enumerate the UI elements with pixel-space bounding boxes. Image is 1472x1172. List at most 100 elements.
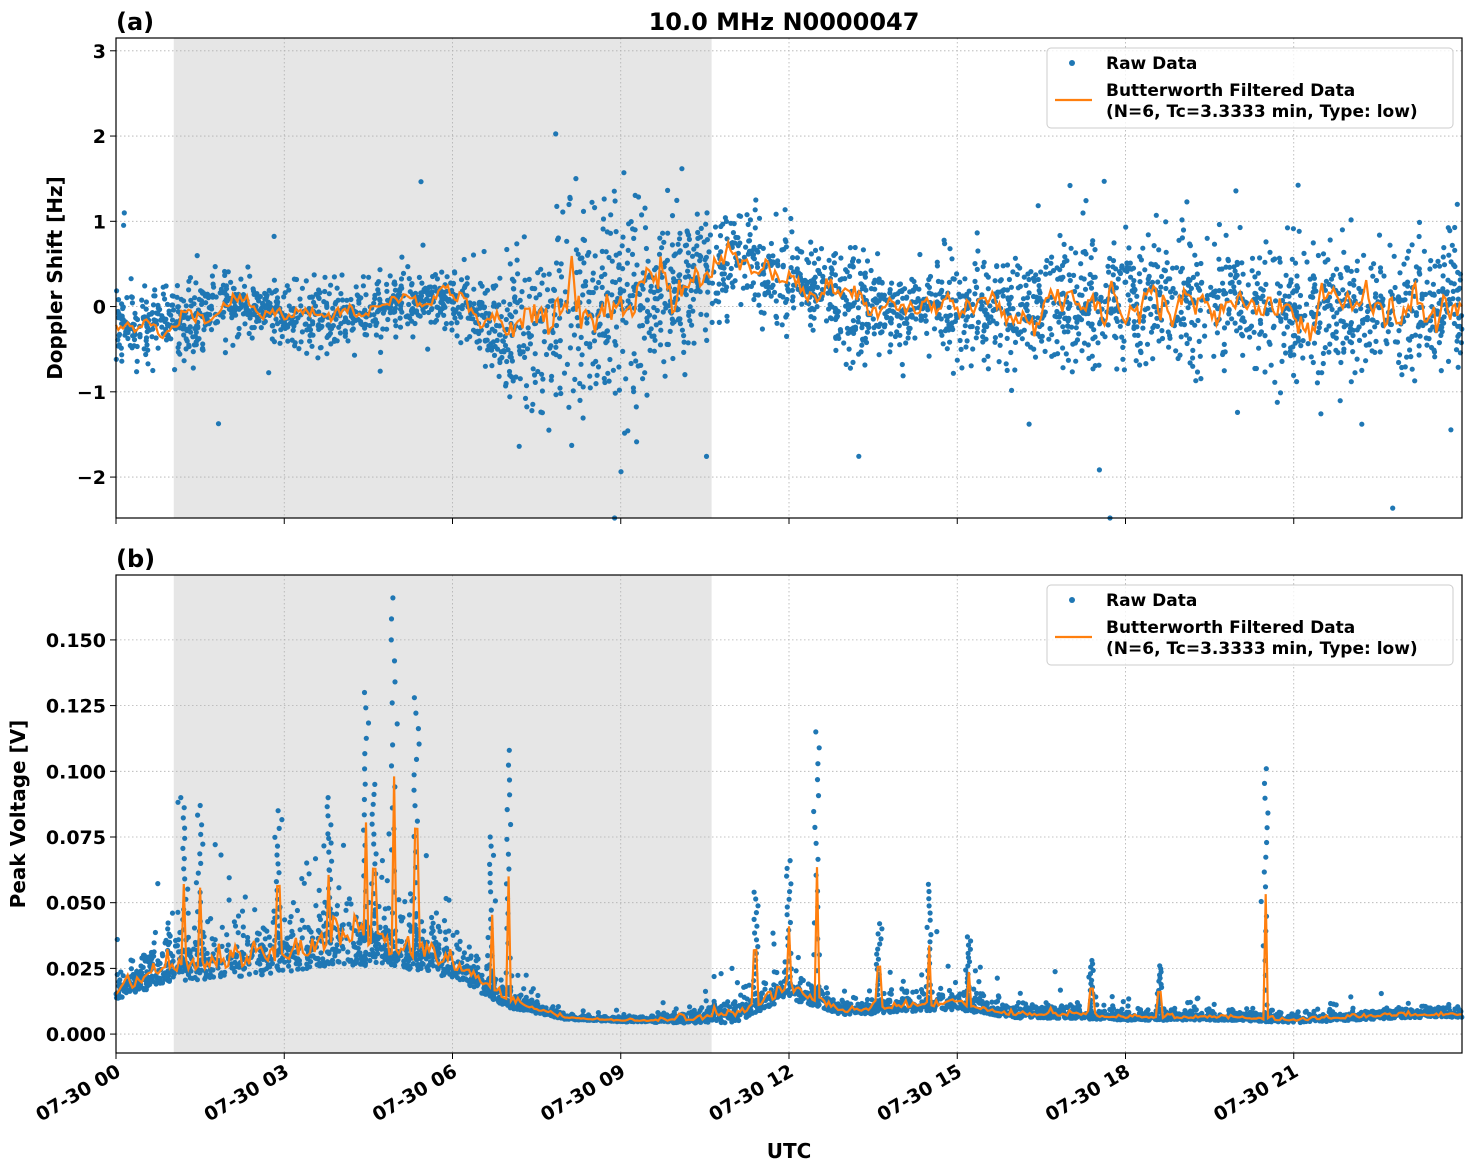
raw-data-point	[433, 910, 439, 916]
raw-data-point	[949, 256, 955, 262]
raw-data-point	[1396, 359, 1402, 366]
raw-data-point	[284, 283, 290, 289]
raw-data-point	[985, 286, 991, 292]
raw-data-point	[923, 318, 929, 324]
raw-data-point	[461, 256, 467, 263]
raw-data-point	[964, 338, 970, 344]
raw-data-point	[623, 376, 629, 382]
raw-data-point	[315, 355, 321, 361]
raw-data-point	[190, 334, 196, 340]
raw-data-point	[1346, 329, 1352, 335]
raw-data-point	[844, 325, 851, 331]
raw-data-point	[1000, 293, 1006, 299]
y-tick-label: 0.050	[46, 893, 106, 915]
raw-data-point	[242, 321, 248, 327]
raw-data-point	[709, 319, 715, 325]
raw-data-point	[441, 312, 447, 318]
raw-data-point	[1373, 277, 1380, 284]
raw-data-point	[384, 878, 390, 884]
raw-data-point	[464, 275, 470, 281]
raw-data-point	[449, 327, 455, 333]
raw-data-point	[1149, 279, 1156, 285]
raw-data-point	[634, 439, 640, 445]
raw-data-point	[1110, 264, 1116, 270]
raw-data-point	[980, 264, 986, 270]
raw-data-point	[239, 908, 246, 914]
raw-data-point	[1137, 279, 1143, 285]
raw-data-point	[150, 326, 156, 332]
raw-data-point	[1234, 261, 1240, 267]
raw-data-point	[790, 269, 797, 275]
raw-data-point	[894, 312, 900, 318]
raw-data-point	[1322, 305, 1328, 311]
raw-data-point	[789, 287, 796, 293]
raw-data-point	[1320, 251, 1327, 257]
raw-data-point	[324, 351, 330, 357]
raw-data-point	[1039, 338, 1045, 344]
raw-data-point	[158, 317, 164, 323]
raw-data-point	[215, 421, 222, 427]
raw-data-point	[728, 265, 734, 272]
raw-data-point	[593, 285, 599, 291]
raw-data-point	[1050, 268, 1057, 274]
raw-data-point	[974, 325, 980, 331]
raw-data-point	[599, 265, 605, 271]
raw-data-point	[946, 279, 953, 285]
raw-data-point	[547, 345, 553, 351]
raw-data-point	[578, 361, 584, 367]
raw-data-point	[992, 339, 998, 345]
raw-data-point	[445, 298, 451, 304]
raw-data-point	[894, 329, 900, 335]
raw-data-point	[1335, 350, 1341, 356]
raw-data-point	[878, 330, 884, 336]
raw-data-point	[631, 389, 637, 395]
raw-data-point	[660, 309, 666, 315]
raw-data-point	[1262, 369, 1268, 375]
raw-data-point	[716, 281, 722, 287]
raw-data-point	[620, 234, 626, 240]
raw-data-point	[871, 331, 877, 337]
raw-data-point	[805, 981, 812, 987]
raw-data-point	[1145, 305, 1151, 311]
raw-data-point	[862, 272, 868, 278]
raw-data-point	[870, 316, 876, 322]
raw-data-point	[1354, 327, 1360, 333]
raw-data-point	[1096, 467, 1102, 473]
raw-data-point	[969, 323, 975, 330]
raw-data-point	[908, 313, 914, 319]
raw-data-point	[566, 404, 572, 410]
raw-data-point	[351, 352, 358, 358]
raw-data-point	[1180, 316, 1187, 322]
raw-data-point	[1449, 242, 1455, 248]
raw-data-point	[757, 243, 763, 250]
raw-data-point	[856, 258, 862, 264]
raw-data-point	[789, 298, 796, 304]
raw-data-point	[1361, 332, 1368, 338]
raw-data-point	[1036, 283, 1042, 289]
raw-data-point	[1146, 273, 1152, 279]
raw-data-point	[194, 253, 200, 259]
raw-data-point	[1057, 232, 1063, 239]
raw-data-point	[162, 296, 168, 302]
raw-data-point	[322, 288, 328, 295]
raw-data-point	[1440, 289, 1446, 295]
raw-data-point	[1036, 287, 1042, 294]
raw-data-point	[665, 341, 672, 348]
chart-title: 10.0 MHz N0000047	[649, 8, 920, 36]
raw-data-point	[128, 966, 134, 972]
raw-data-point	[697, 289, 703, 295]
raw-data-point	[933, 292, 939, 298]
shaded-interval	[173, 38, 712, 518]
raw-data-point	[191, 301, 197, 307]
raw-data-point	[913, 299, 919, 305]
raw-data-point	[1315, 252, 1321, 259]
raw-data-point	[1341, 324, 1347, 330]
raw-data-point	[1074, 337, 1081, 343]
raw-data-point	[247, 273, 253, 279]
raw-data-point	[192, 325, 198, 332]
raw-data-point	[1286, 293, 1292, 299]
raw-data-point	[1451, 320, 1457, 327]
raw-data-point	[1439, 324, 1445, 330]
raw-data-point	[685, 268, 691, 274]
